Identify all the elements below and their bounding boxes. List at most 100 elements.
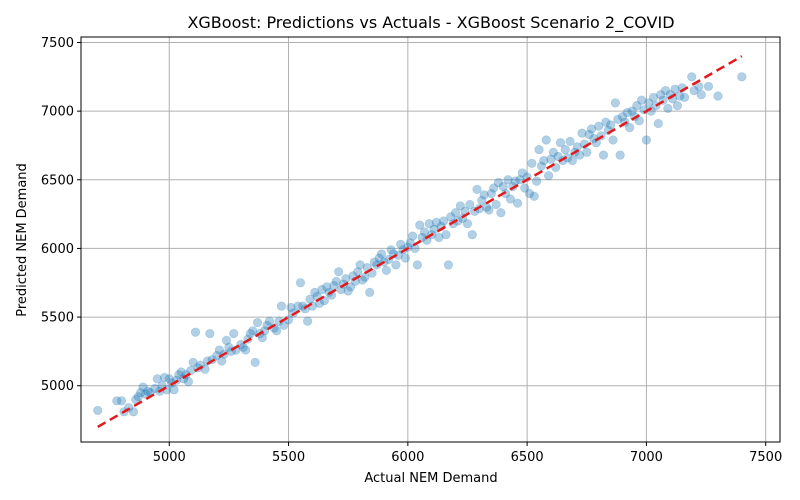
- data-point-85: [336, 285, 346, 295]
- y-tick-label-2: 6000: [41, 242, 74, 257]
- y-tick-label-4: 7000: [41, 105, 74, 120]
- data-point-173: [546, 154, 556, 164]
- data-point-209: [632, 101, 642, 111]
- data-point-234: [703, 81, 714, 92]
- data-point-152: [496, 208, 506, 218]
- data-point-128: [439, 216, 449, 226]
- data-point-168: [534, 144, 544, 155]
- data-point-211: [637, 95, 647, 105]
- data-point-147: [484, 205, 494, 215]
- data-point-186: [577, 128, 587, 138]
- data-point-41: [221, 335, 232, 346]
- data-point-219: [656, 90, 666, 100]
- x-tick-label-1: 5500: [272, 450, 305, 465]
- data-point-229: [679, 92, 690, 103]
- data-point-13: [150, 383, 160, 394]
- plot-frame: [80, 36, 781, 443]
- data-point-101: [374, 253, 384, 263]
- data-point-35: [205, 328, 215, 339]
- data-point-88: [343, 286, 353, 296]
- data-point-131: [446, 212, 456, 222]
- data-point-125: [431, 217, 442, 227]
- data-point-190: [586, 124, 597, 134]
- data-point-172: [543, 171, 554, 181]
- data-point-106: [386, 245, 396, 255]
- data-point-199: [608, 135, 618, 145]
- data-point-166: [529, 191, 539, 201]
- data-point-133: [450, 208, 461, 218]
- data-point-202: [615, 150, 625, 160]
- data-point-122: [424, 219, 434, 229]
- data-point-38: [214, 345, 224, 355]
- data-point-150: [491, 199, 501, 210]
- data-point-201: [613, 114, 623, 124]
- x-tick-label-4: 7000: [630, 450, 663, 465]
- data-point-114: [405, 238, 415, 248]
- y-tick-label-0: 5000: [41, 379, 74, 394]
- data-point-68: [295, 278, 306, 288]
- data-point-198: [606, 120, 616, 130]
- data-point-94: [357, 275, 368, 285]
- data-point-174: [548, 147, 558, 157]
- y-tick-label-5: 7500: [41, 36, 74, 51]
- data-point-189: [584, 129, 594, 140]
- data-point-200: [610, 98, 620, 108]
- data-point-117: [412, 260, 422, 270]
- y-axis: 5000 5500 6000 6500 7000 7500: [41, 36, 81, 394]
- data-point-77: [317, 285, 327, 295]
- data-point-102: [376, 249, 387, 259]
- data-point-205: [622, 107, 632, 118]
- x-axis: 5000 5500 6000 6500 7000 7500: [153, 442, 782, 465]
- data-point-161: [517, 168, 527, 178]
- data-point-155: [503, 175, 513, 185]
- y-tick-label-1: 5500: [41, 311, 74, 326]
- data-point-135: [455, 201, 465, 211]
- data-point-97: [365, 287, 375, 297]
- data-point-159: [512, 198, 523, 208]
- data-point-153: [498, 182, 508, 192]
- data-point-52: [250, 357, 260, 367]
- data-point-129: [441, 230, 451, 240]
- data-point-21: [169, 385, 179, 395]
- data-point-8: [136, 387, 146, 398]
- data-point-17: [159, 372, 170, 383]
- data-point-222: [663, 103, 673, 113]
- data-point-156: [505, 194, 516, 204]
- data-point-162: [520, 183, 530, 193]
- data-point-23: [174, 370, 184, 380]
- data-point-179: [560, 144, 570, 155]
- data-point-170: [539, 155, 549, 166]
- data-point-11: [143, 386, 153, 396]
- data-point-84: [334, 267, 344, 277]
- chart-title: XGBoost: Predictions vs Actuals - XGBoos…: [187, 13, 674, 33]
- data-point-142: [472, 184, 482, 194]
- data-point-145: [479, 190, 489, 200]
- data-point-164: [524, 188, 535, 199]
- data-point-203: [617, 112, 628, 122]
- data-point-51: [248, 326, 258, 336]
- data-point-115: [408, 231, 418, 241]
- data-point-110: [396, 239, 406, 249]
- data-point-165: [527, 158, 537, 168]
- data-point-138: [462, 219, 473, 229]
- data-point-48: [241, 345, 251, 355]
- data-point-181: [565, 136, 575, 146]
- data-point-10: [140, 389, 151, 399]
- data-point-104: [381, 265, 391, 275]
- data-point-24: [176, 367, 186, 377]
- data-point-7: [133, 392, 143, 402]
- data-point-58: [264, 316, 275, 326]
- data-point-120: [419, 227, 430, 237]
- data-point-227: [675, 91, 685, 101]
- data-point-182: [567, 155, 578, 166]
- plot-background: [81, 37, 780, 442]
- data-point-5: [128, 407, 139, 417]
- data-point-71: [303, 316, 313, 326]
- data-point-196: [601, 117, 611, 127]
- data-point-193: [594, 121, 604, 131]
- data-point-19: [164, 374, 174, 384]
- data-point-195: [598, 150, 609, 160]
- data-point-188: [582, 147, 592, 157]
- data-point-130: [443, 260, 453, 270]
- data-point-124: [429, 224, 439, 234]
